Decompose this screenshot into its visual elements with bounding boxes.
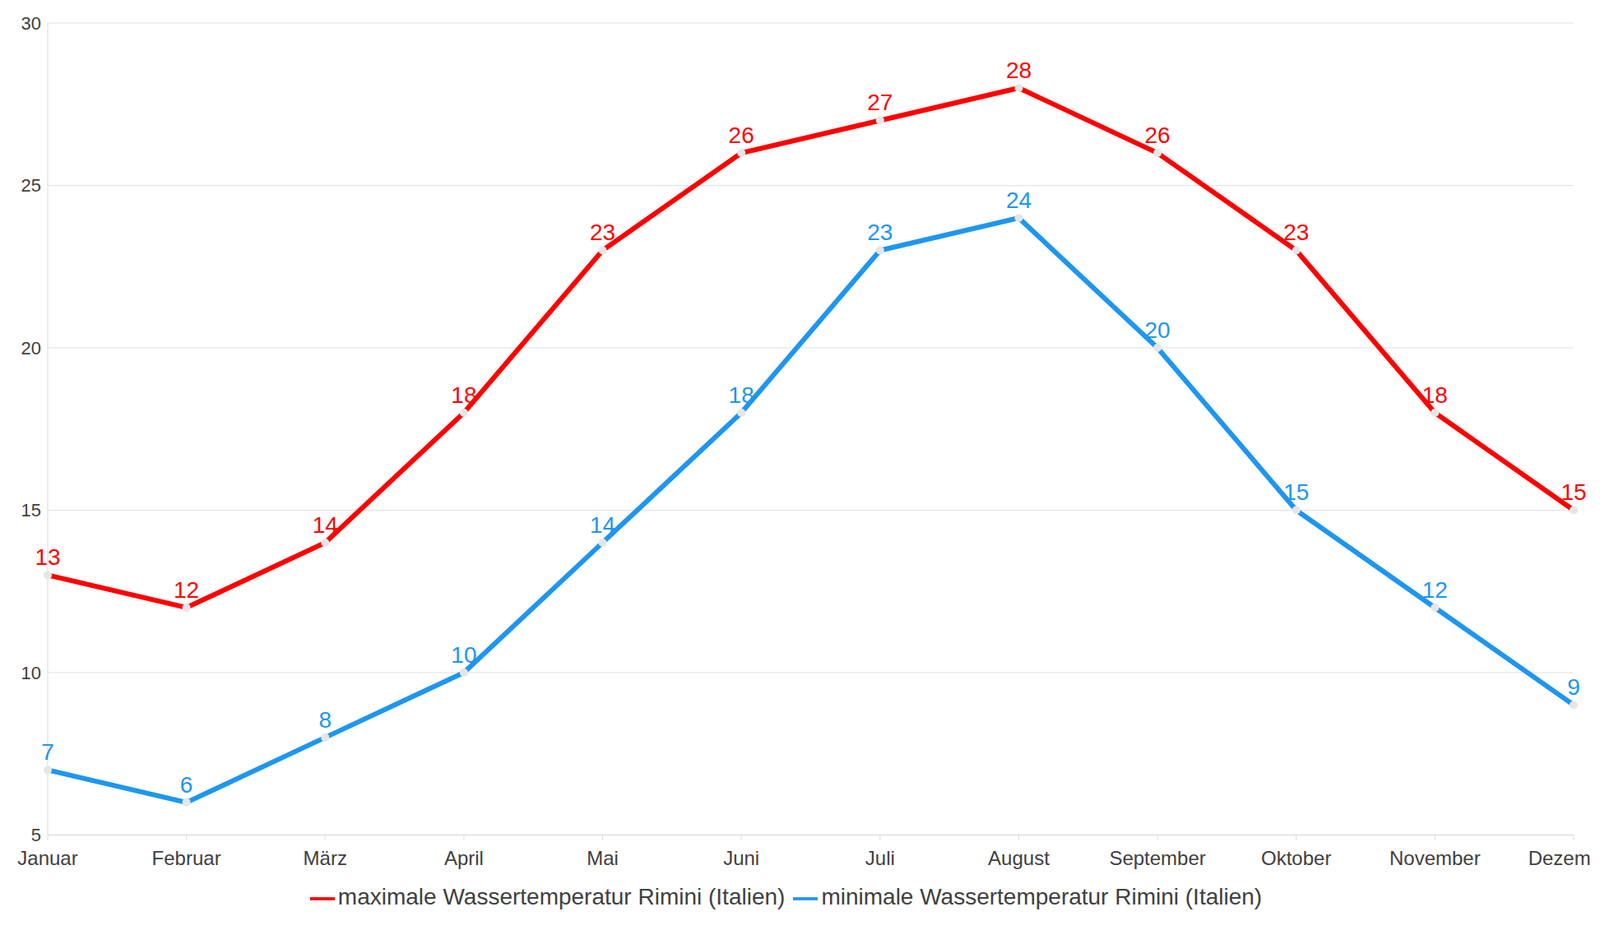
svg-text:9: 9 [1567,674,1581,701]
svg-text:24: 24 [1006,187,1032,214]
svg-text:15: 15 [1283,479,1309,506]
svg-text:14: 14 [312,512,339,538]
svg-text:7: 7 [41,739,55,766]
svg-text:8: 8 [318,707,332,733]
svg-text:September: September [1108,847,1206,870]
html-text:minimale Wassertemperatur Rimi: minimale Wassertemperatur Rimini (Italie… [821,884,1263,911]
svg-text:April: April [444,847,484,870]
svg-text:Februar: Februar [152,847,222,870]
svg-text:20: 20 [1145,317,1171,344]
svg-text:Dezember: Dezember [1528,847,1591,870]
svg-text:27: 27 [867,89,893,116]
svg-text:25: 25 [21,175,42,196]
svg-text:18: 18 [450,382,477,409]
svg-text:Juli: Juli [865,847,896,870]
svg-text:23: 23 [867,219,893,246]
svg-text:November: November [1389,847,1481,870]
svg-text:Mai: Mai [586,847,619,870]
svg-text:23: 23 [589,219,616,246]
svg-text:30: 30 [21,13,42,34]
svg-text:26: 26 [728,122,755,149]
svg-text:6: 6 [180,772,194,798]
svg-text:18: 18 [1422,382,1448,409]
svg-text:13: 13 [34,544,61,571]
svg-text:20: 20 [21,338,42,359]
svg-text:12: 12 [173,577,200,603]
svg-text:August: August [987,847,1050,870]
svg-text:18: 18 [728,382,755,409]
svg-text:10: 10 [450,642,477,668]
svg-text:15: 15 [1560,479,1587,506]
svg-text:5: 5 [31,825,42,846]
svg-text:Oktober: Oktober [1261,847,1332,870]
svg-text:23: 23 [1283,219,1309,246]
svg-text:Juni: Juni [723,847,760,870]
svg-text:28: 28 [1006,57,1032,84]
html-text:maximale Wassertemperatur Rimi: maximale Wassertemperatur Rimini (Italie… [337,884,786,911]
svg-text:14: 14 [589,512,616,538]
svg-text:10: 10 [21,663,42,684]
svg-text:26: 26 [1145,122,1171,149]
svg-text:März: März [303,847,348,870]
svg-text:12: 12 [1422,577,1448,603]
svg-text:Januar: Januar [17,847,78,870]
svg-text:15: 15 [21,500,42,521]
